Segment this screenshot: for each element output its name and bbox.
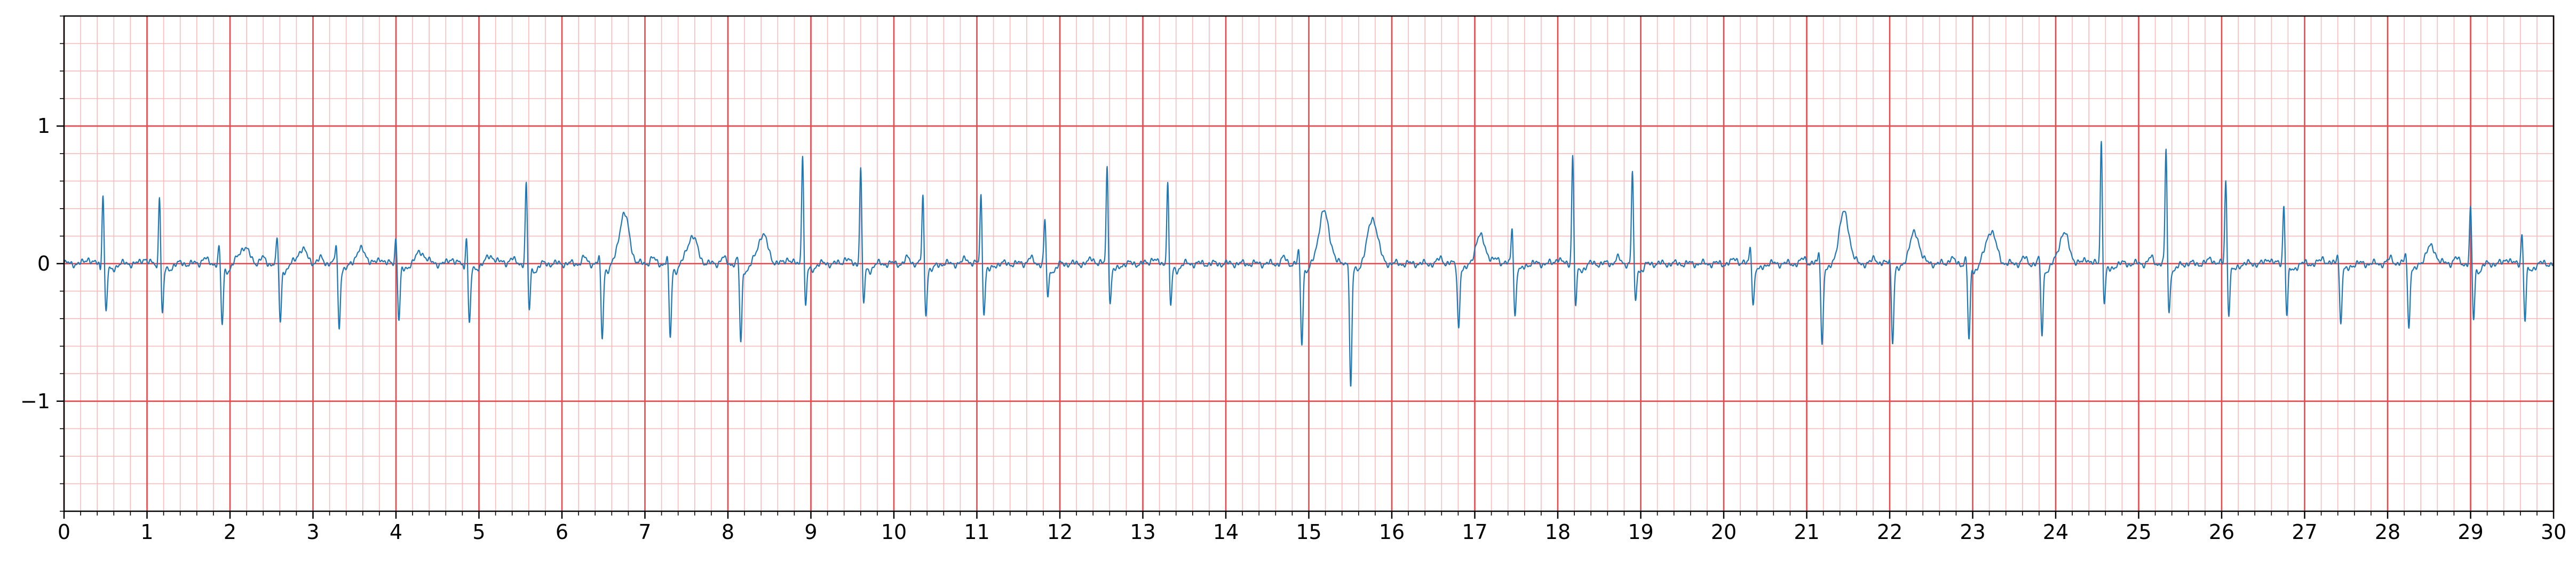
- x-tick-label: 6: [556, 520, 568, 544]
- x-tick-label: 14: [1213, 520, 1239, 544]
- y-tick-label: 0: [37, 252, 50, 275]
- x-tick-label: 15: [1296, 520, 1321, 544]
- x-axis: 0 1 2 3 4 5 6 7 8 9 10 11 12 13 14 15 16 17 18 19 20 21 22 23 24…: [58, 511, 2566, 544]
- x-tick-label: 12: [1047, 520, 1073, 544]
- x-tick-label: 9: [804, 520, 817, 544]
- y-tick-label: −1: [20, 390, 50, 413]
- x-tick-label: 17: [1462, 520, 1487, 544]
- x-tick-label: 4: [390, 520, 402, 544]
- x-tick-label: 26: [2209, 520, 2234, 544]
- x-tick-label: 3: [306, 520, 319, 544]
- x-tick-label: 21: [1794, 520, 1819, 544]
- x-tick-label: 10: [881, 520, 907, 544]
- x-tick-label: 7: [638, 520, 651, 544]
- y-axis: −1 0 1: [20, 15, 64, 512]
- x-tick-label: 0: [58, 520, 70, 544]
- x-tick-label: 19: [1628, 520, 1653, 544]
- x-tick-label: 11: [964, 520, 989, 544]
- plot-area: [63, 141, 2555, 387]
- x-tick-label: 28: [2375, 520, 2400, 544]
- x-tick-label: 20: [1711, 520, 1737, 544]
- x-tick-label: 29: [2458, 520, 2483, 544]
- x-tick-label: 30: [2541, 520, 2566, 544]
- x-tick-label: 16: [1379, 520, 1405, 544]
- x-tick-label: 5: [472, 520, 485, 544]
- y-tick-label: 1: [37, 114, 50, 138]
- x-tick-label: 18: [1545, 520, 1571, 544]
- x-tick-label: 25: [2126, 520, 2151, 544]
- x-tick-label: 24: [2043, 520, 2068, 544]
- x-tick-label: 1: [140, 520, 153, 544]
- x-tick-label: 2: [224, 520, 236, 544]
- x-tick-label: 13: [1130, 520, 1155, 544]
- ecg-trace-line: [63, 141, 2555, 387]
- x-tick-label: 22: [1877, 520, 1903, 544]
- x-tick-label: 23: [1960, 520, 1985, 544]
- x-tick-label: 27: [2292, 520, 2317, 544]
- x-tick-label: 8: [722, 520, 734, 544]
